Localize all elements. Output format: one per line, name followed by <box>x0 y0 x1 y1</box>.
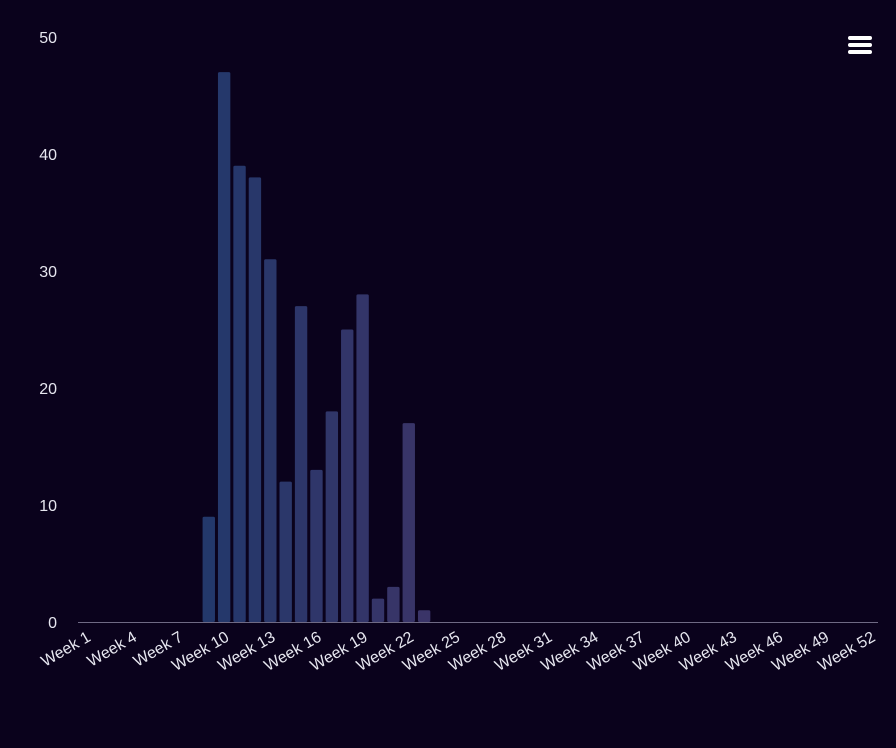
bar[interactable] <box>217 72 231 623</box>
bar[interactable] <box>402 423 415 622</box>
bar[interactable] <box>325 411 339 622</box>
y-axis-ticks: 0 10 20 30 40 50 <box>39 30 57 632</box>
hamburger-menu-icon-line <box>848 50 872 54</box>
hamburger-menu-icon <box>848 36 872 40</box>
x-tick-label: Week 4 <box>85 629 140 671</box>
bar[interactable] <box>341 329 354 623</box>
chart-menu-button[interactable] <box>848 36 874 60</box>
bar[interactable] <box>356 294 369 622</box>
bar[interactable] <box>248 177 262 622</box>
y-tick-label: 10 <box>39 498 57 515</box>
y-tick-label: 30 <box>39 264 57 281</box>
bar[interactable] <box>371 598 385 622</box>
bar[interactable] <box>202 516 215 622</box>
y-tick-label: 40 <box>39 147 57 164</box>
y-tick-label: 20 <box>39 381 57 398</box>
bar[interactable] <box>387 586 400 622</box>
bar[interactable] <box>233 165 246 622</box>
bar[interactable] <box>417 610 431 622</box>
hamburger-menu-icon-line <box>848 43 872 47</box>
bar[interactable] <box>310 469 323 622</box>
bar[interactable] <box>294 306 308 622</box>
x-tick-label: Week 1 <box>38 629 93 671</box>
y-tick-label: 0 <box>48 615 57 632</box>
bar[interactable] <box>264 259 277 622</box>
bar[interactable] <box>279 481 292 622</box>
y-tick-label: 50 <box>39 30 57 47</box>
bars-group <box>202 72 431 623</box>
